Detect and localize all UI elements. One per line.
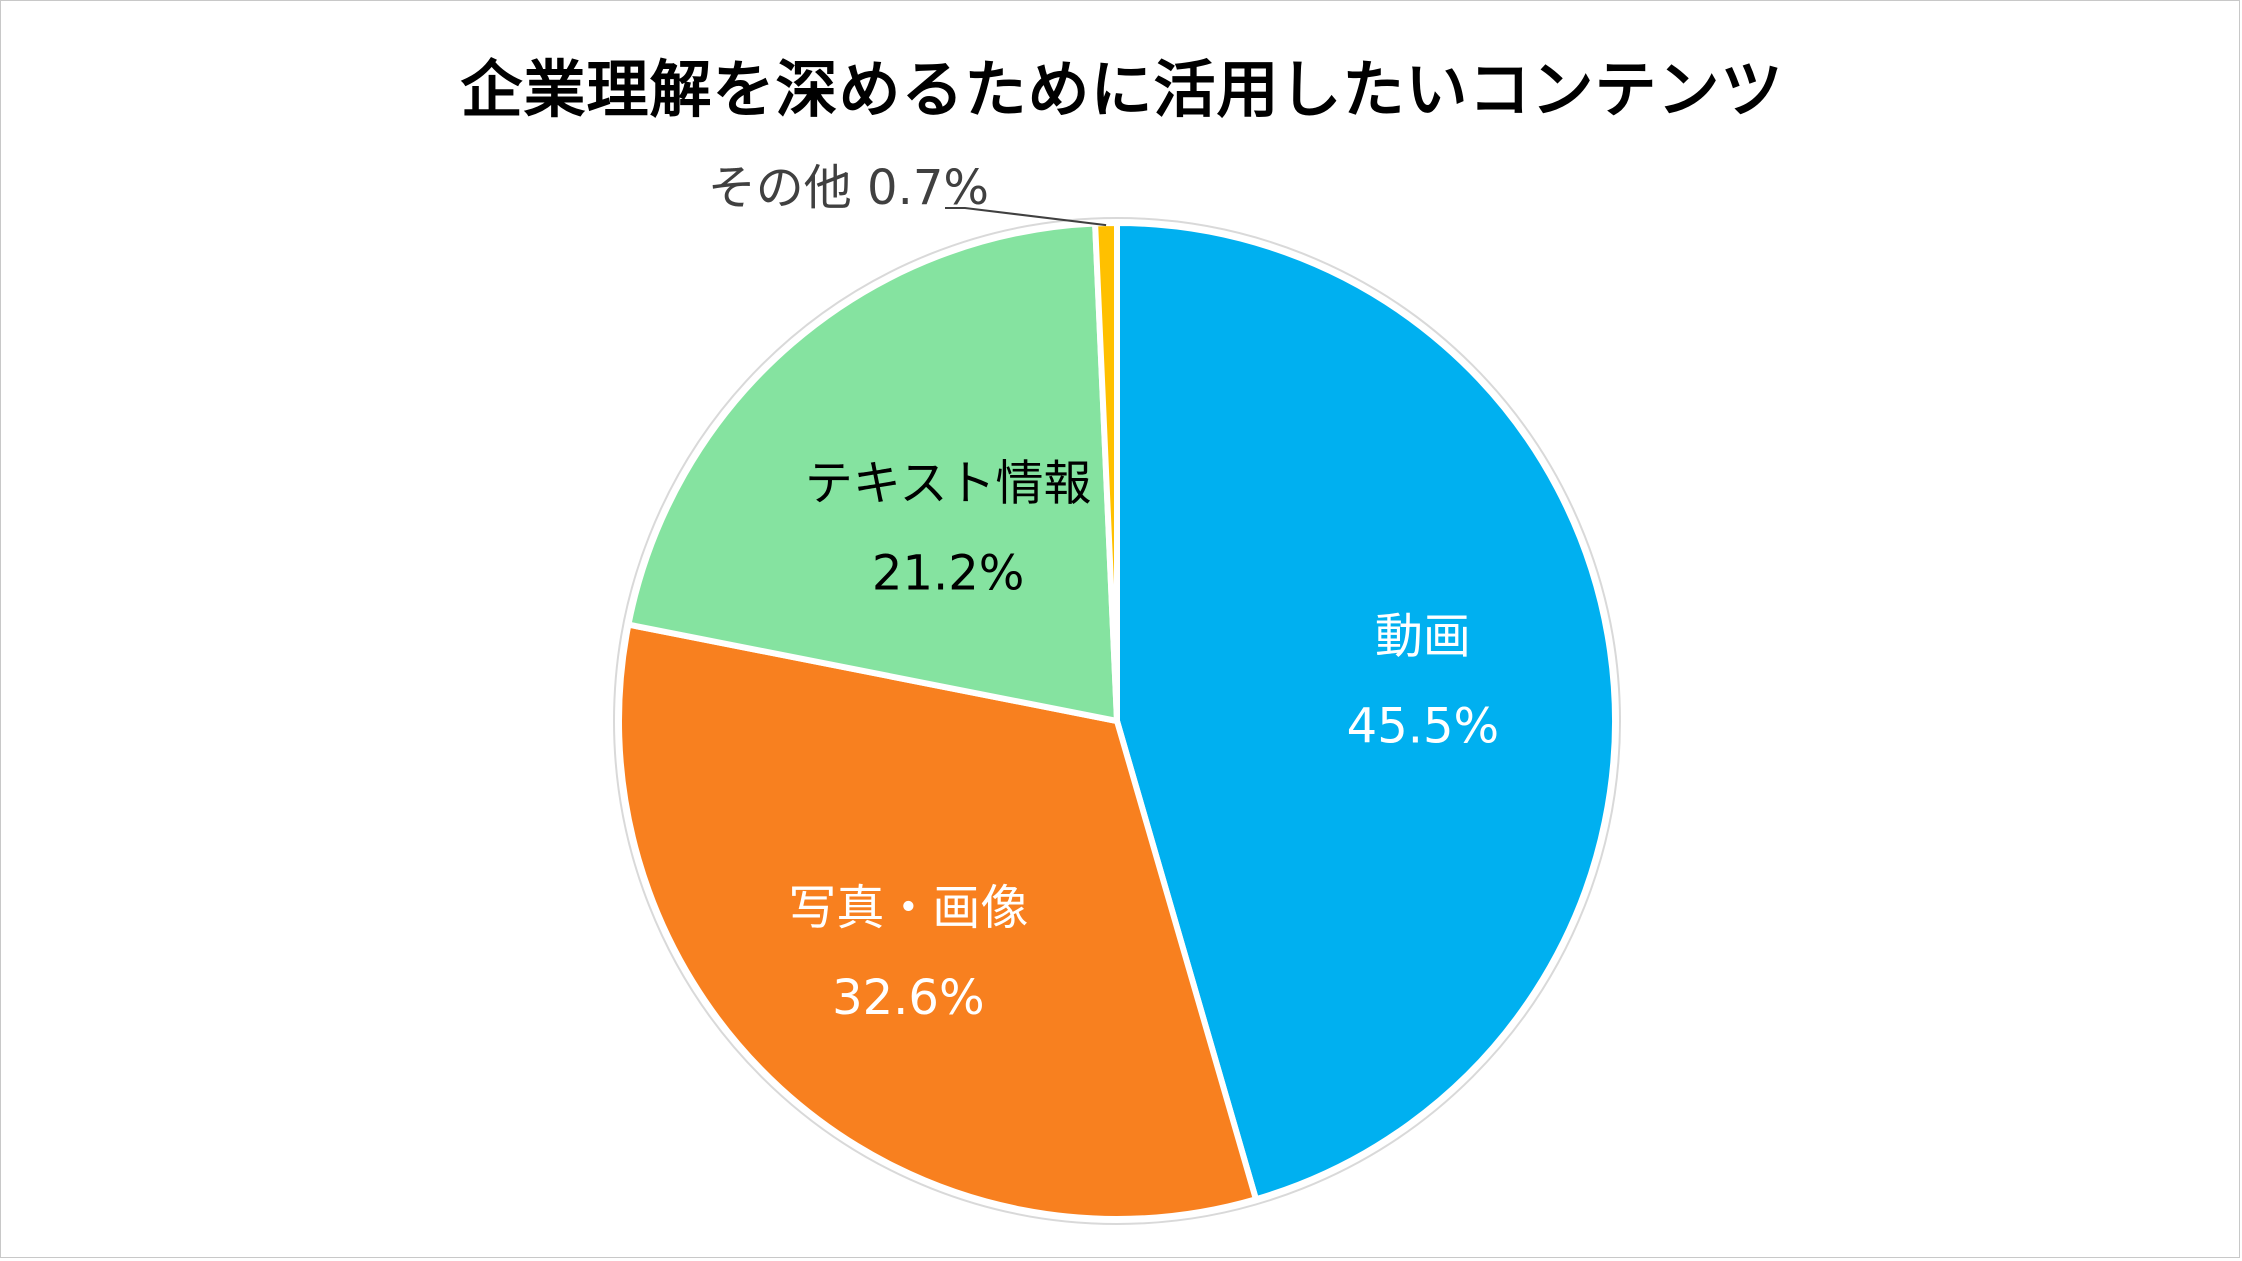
slice-label-video-value: 45.5% [1347,698,1499,754]
slice-label-video-name: 動画 [1375,608,1471,664]
slice-label-text-info-value: 21.2% [872,546,1024,602]
pie-outer-ring [613,217,1621,1225]
slice-label-photo-image-value: 32.6% [832,970,984,1026]
slice-other-leader-line [945,207,1107,227]
slice-label-other: その他 0.7% [708,160,989,216]
pie-slices [613,217,1621,1225]
pie-labels: 動画 45.5% 写真・画像 32.6% テキスト情報 21.2% その他 0.7% [708,160,1499,1026]
slice-text-info [625,220,1120,724]
slice-video [1114,220,1618,1203]
chart-title: 企業理解を深めるために活用したいコンテンツ [460,53,1784,126]
slice-photo-image [616,621,1259,1222]
slice-label-text-info-name: テキスト情報 [805,456,1092,512]
slice-label-photo-image-name: 写真・画像 [788,880,1028,936]
